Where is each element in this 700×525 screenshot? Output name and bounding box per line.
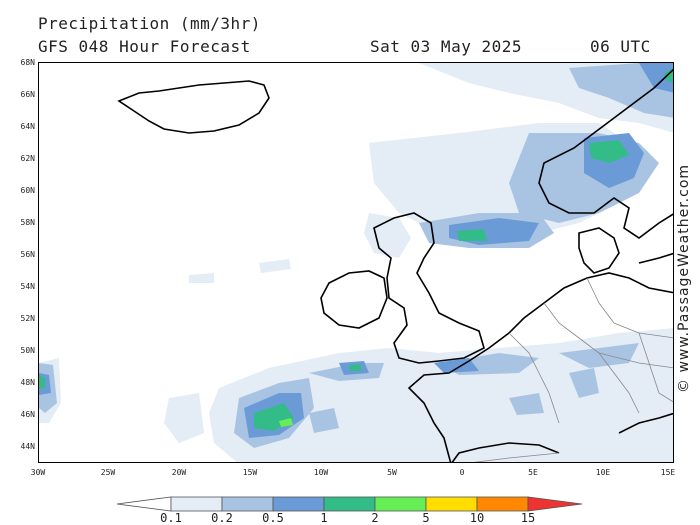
ireland-coast xyxy=(320,270,388,329)
map-title: Precipitation (mm/3hr) xyxy=(38,14,261,33)
lon-label: 5W xyxy=(387,468,397,477)
britain-coast xyxy=(373,212,485,364)
lon-label: 15W xyxy=(242,468,258,477)
coastlines xyxy=(117,68,673,462)
forecast-model: GFS 048 Hour Forecast xyxy=(38,37,251,56)
denmark-coast xyxy=(578,227,620,274)
country-borders xyxy=(473,277,673,462)
scandinavia-coast xyxy=(538,68,673,239)
lon-label: 20W xyxy=(171,468,187,477)
lon-label: 5E xyxy=(528,468,538,477)
lat-label: 44N xyxy=(20,442,35,451)
map-canvas xyxy=(39,63,673,462)
legend-label: 0.1 xyxy=(160,511,182,525)
legend-cell xyxy=(221,496,274,512)
legend-label: 5 xyxy=(422,511,430,525)
precip-legend xyxy=(116,496,583,512)
baltic-coast xyxy=(638,252,673,264)
lon-label: 0 xyxy=(459,468,465,477)
legend-label: 1 xyxy=(320,511,328,525)
lon-label: 15E xyxy=(660,468,676,477)
legend-label: 0.5 xyxy=(262,511,284,525)
lon-label: 30W xyxy=(30,468,46,477)
precip-intense-areas xyxy=(279,418,293,427)
lon-label: 10W xyxy=(313,468,329,477)
legend-label: 15 xyxy=(520,511,536,525)
legend-label: 2 xyxy=(371,511,379,525)
iberia-coast xyxy=(451,442,560,462)
lat-label: 52N xyxy=(20,314,35,323)
legend-cell xyxy=(374,496,427,512)
site-credit: © www.PassageWeather.com xyxy=(676,163,692,393)
lat-label: 56N xyxy=(20,250,35,259)
lat-label: 68N xyxy=(20,58,35,67)
lat-label: 50N xyxy=(20,346,35,355)
legend-cell xyxy=(323,496,376,512)
lat-label: 54N xyxy=(20,282,35,291)
legend-cell xyxy=(272,496,325,512)
legend-cell xyxy=(170,496,223,512)
lat-label: 64N xyxy=(20,122,35,131)
italy-coast xyxy=(618,412,673,434)
iceland-coast xyxy=(117,80,270,134)
lon-label: 10E xyxy=(595,468,611,477)
lon-label: 25W xyxy=(100,468,116,477)
lat-label: 66N xyxy=(20,90,35,99)
legend-cell xyxy=(476,496,529,512)
lat-label: 46N xyxy=(20,410,35,419)
legend-tip-high xyxy=(527,496,583,512)
forecast-time: 06 UTC xyxy=(590,37,651,56)
legend-label: 0.2 xyxy=(211,511,233,525)
legend-tip-low xyxy=(116,496,172,512)
lat-label: 48N xyxy=(20,378,35,387)
legend-cell xyxy=(425,496,478,512)
lat-label: 62N xyxy=(20,154,35,163)
continent-coast xyxy=(407,272,673,462)
precipitation-map xyxy=(38,62,674,463)
lat-label: 58N xyxy=(20,218,35,227)
lat-label: 60N xyxy=(20,186,35,195)
forecast-date: Sat 03 May 2025 xyxy=(370,37,522,56)
legend-label: 10 xyxy=(469,511,485,525)
precip-light-areas xyxy=(39,63,673,462)
